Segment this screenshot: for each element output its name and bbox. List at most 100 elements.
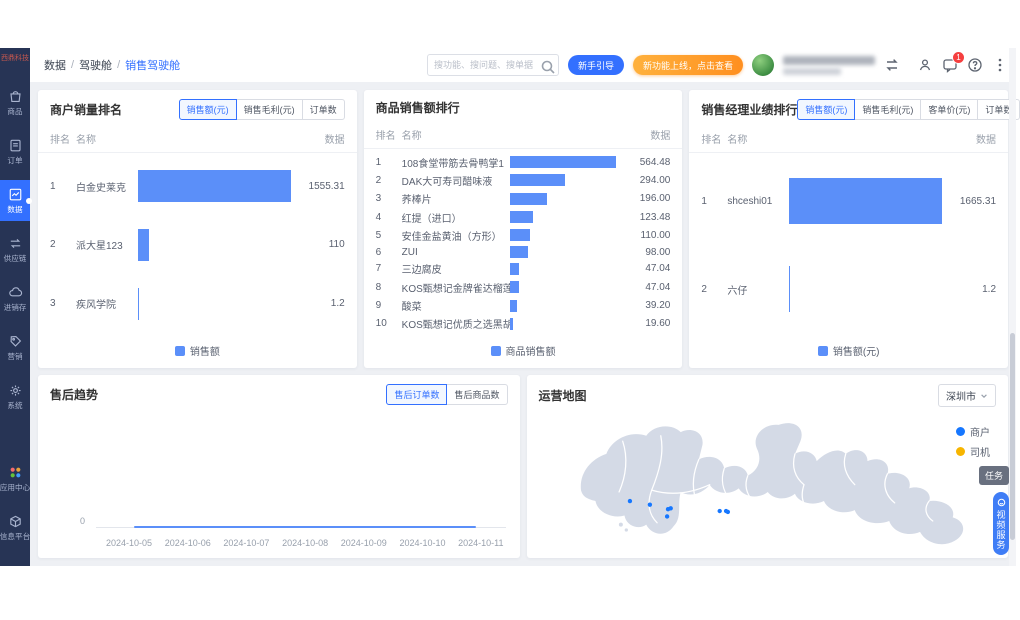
contacts-icon[interactable] (917, 57, 933, 73)
row-value: 196.00 (639, 193, 671, 205)
row-value: 1.2 (330, 298, 345, 310)
bar-track (509, 281, 617, 294)
tab-销售额(元)[interactable]: 销售额(元) (178, 99, 237, 120)
sidebar-bottom-menu: 应用中心 信息平台 (0, 458, 30, 566)
column-value: 数据 (650, 131, 671, 142)
tab-售后商品数[interactable]: 售后商品数 (446, 384, 508, 405)
sidebar-item-系统[interactable]: 系统 (0, 376, 30, 417)
sidebar-item-label: 供应链 (3, 254, 27, 263)
tab-售后订单数[interactable]: 售后订单数 (386, 384, 448, 405)
sidebar-item-供应链[interactable]: 供应链 (0, 229, 30, 270)
user-avatar[interactable] (752, 54, 774, 76)
bar-chart-rows: 1 108食堂带筋去骨鸭掌1 564.48 2 DAK大可寿司醋味液 294.00 3 荞棒片… (364, 149, 683, 337)
switch-account-icon[interactable] (884, 57, 900, 73)
tab-销售毛利(元)[interactable]: 销售毛利(元) (854, 99, 922, 120)
merchant-map-dot[interactable] (664, 514, 669, 519)
merchant-map-dot[interactable] (647, 502, 652, 507)
chevron-down-icon (981, 393, 987, 398)
more-options-icon[interactable] (992, 57, 1002, 73)
info-platform-icon (8, 514, 23, 529)
map-legend: 商户 司机 (956, 424, 990, 459)
chart-row: 10 KOS甄想记优质之选黑胡椒碎 19.60 (376, 316, 671, 332)
dashboard-content: 商户销量排名 销售额(元) 销售毛利(元) 订单数 排名 名称 数据 1 白金史莱克 1… (30, 82, 1020, 566)
inventory-icon (8, 285, 23, 300)
metric-tabs: 销售额(元) 销售毛利(元) 客单价(元) 订单数 (797, 99, 1020, 120)
column-name: 名称 (76, 135, 96, 146)
sales-manager-ranking-panel: 销售经理业绩排行 销售额(元) 销售毛利(元) 客单价(元) 订单数 排名 名称 数据… (689, 90, 1020, 368)
breadcrumb-item[interactable]: 驾驶舱 (79, 60, 113, 72)
tab-客单价(元)[interactable]: 客单价(元) (920, 99, 979, 120)
sidebar-item-信息平台[interactable]: 信息平台 (0, 507, 30, 548)
tab-订单数[interactable]: 订单数 (301, 99, 345, 120)
map-legend-item: 商户 (956, 424, 990, 439)
row-value: 1665.31 (959, 195, 997, 207)
row-name: 108食堂带筋去骨鸭掌1 (401, 158, 504, 170)
column-name: 名称 (401, 131, 422, 142)
row-rank: 1 (701, 195, 707, 207)
value-bar (509, 174, 566, 187)
sidebar-item-进销存[interactable]: 进销存 (0, 278, 30, 319)
help-icon[interactable] (967, 57, 983, 73)
new-feature-button[interactable]: 新功能上线，点击查看 (632, 55, 743, 75)
messages-icon[interactable]: 1 (942, 51, 965, 73)
merchant-map-dot[interactable] (627, 498, 632, 504)
beginner-guide-button[interactable]: 新手引导 (567, 55, 624, 75)
row-rank: 1 (50, 180, 56, 192)
row-name: 派大星123 (76, 241, 123, 253)
row-name: 酸菜 (401, 302, 422, 314)
chart-row: 3 荞棒片 196.00 (375, 191, 671, 206)
chart-row: 4 红提（进口） 123.48 (376, 210, 671, 225)
after-sales-trend-panel: 售后趋势 售后订单数 售后商品数 0 2024-10-05 2024-10-06 20… (38, 375, 520, 558)
row-name: KOS甄想记金牌雀达榴莲 (401, 283, 510, 295)
merchant-map-dot[interactable] (668, 506, 673, 511)
supply-chain-icon (8, 236, 23, 251)
tab-销售额(元)[interactable]: 销售额(元) (797, 99, 856, 120)
value-bar (509, 229, 531, 242)
value-bar (509, 156, 617, 169)
sidebar-item-数据[interactable]: 数据 (0, 180, 32, 221)
row-rank: 3 (375, 193, 382, 205)
chart-row: 1 白金史莱克 1555.31 (50, 170, 345, 203)
sidebar-item-label: 订单 (7, 156, 23, 165)
scrollbar-thumb[interactable] (1010, 332, 1015, 541)
city-select[interactable]: 深圳市 (938, 384, 996, 407)
search-input[interactable] (433, 60, 536, 70)
row-name: 白金史莱克 (76, 182, 126, 194)
search-icon[interactable] (540, 59, 555, 74)
sidebar-item-营销[interactable]: 营销 (0, 327, 30, 368)
row-name: KOS甄想记优质之选黑胡椒碎 (401, 320, 510, 332)
city-select-value: 深圳市 (946, 392, 976, 403)
panel-title: 销售经理业绩排行 (701, 103, 798, 117)
service-floating-tag[interactable]: 视频服务 (993, 492, 1009, 555)
row-name: 红提（进口） (401, 213, 462, 225)
row-value: 564.48 (639, 156, 671, 168)
service-tag-label: 视频服务 (995, 510, 1006, 550)
row-value: 110 (328, 239, 345, 251)
row-value: 19.60 (645, 318, 671, 330)
bar-track (789, 178, 943, 224)
task-floating-tag[interactable]: 任务 (978, 466, 1009, 485)
sidebar-menu: 商品订单数据供应链进销存营销系统 (0, 82, 32, 425)
breadcrumb-current[interactable]: 销售驾驶舱 (125, 60, 181, 72)
merchant-map-dot[interactable] (725, 509, 730, 515)
breadcrumb-item[interactable]: 数据 (44, 60, 66, 72)
x-tick-label: 2024-10-11 (458, 538, 504, 548)
header-actions: 新手引导 新功能上线，点击查看 1 (426, 51, 1002, 76)
sidebar-item-商品[interactable]: 商品 (0, 82, 30, 123)
row-value: 110.00 (640, 229, 671, 241)
sidebar-item-应用中心[interactable]: 应用中心 (0, 458, 30, 499)
chart-row: 2 派大星123 110 (50, 228, 345, 261)
legend-label: 商品销售额 (505, 347, 556, 358)
tab-销售毛利(元)[interactable]: 销售毛利(元) (235, 99, 303, 120)
merchant-sales-ranking-panel: 商户销量排名 销售额(元) 销售毛利(元) 订单数 排名 名称 数据 1 白金史莱克 1… (38, 90, 357, 368)
sidebar-item-订单[interactable]: 订单 (0, 131, 30, 172)
row-value: 123.48 (639, 211, 671, 223)
x-tick-label: 2024-10-07 (223, 538, 270, 548)
row-name: shceshi01 (727, 195, 773, 207)
metric-tabs: 销售额(元) 销售毛利(元) 订单数 (178, 99, 345, 120)
map-legend-item: 司机 (956, 444, 990, 459)
sidebar-item-label: 进销存 (3, 303, 27, 312)
row-rank: 2 (701, 283, 707, 295)
breadcrumb: 数据 / 驾驶舱 / 销售驾驶舱 (44, 57, 180, 73)
merchant-map-dot[interactable] (717, 508, 722, 514)
